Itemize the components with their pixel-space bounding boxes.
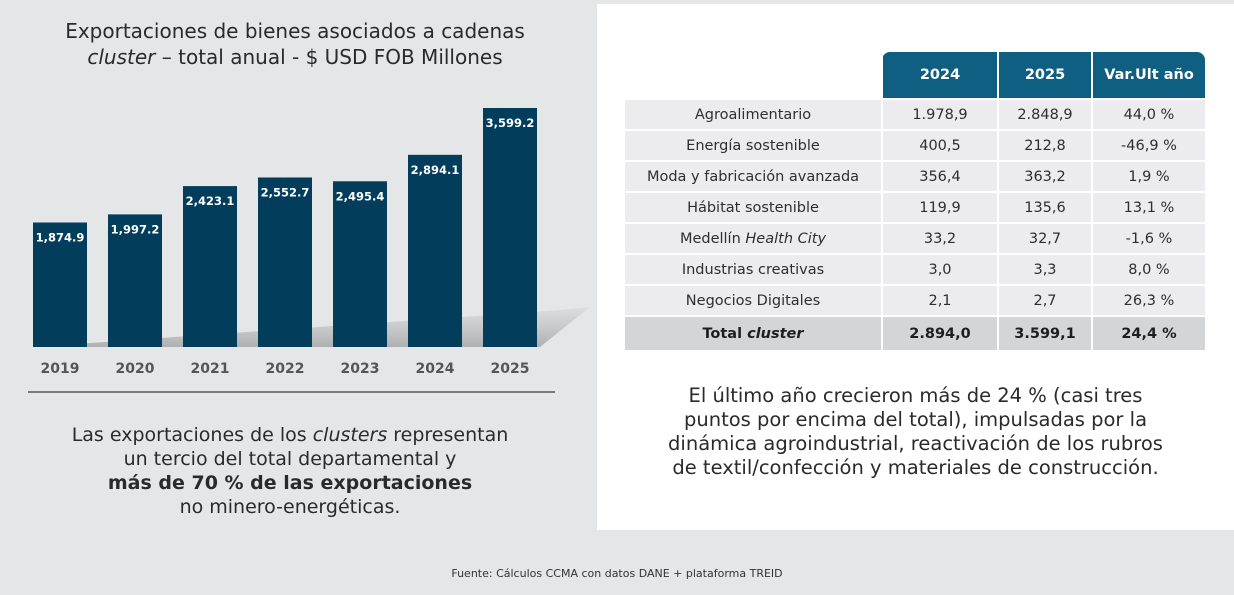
- bar-2024: [408, 154, 462, 347]
- cell-2024: 356,4: [881, 160, 998, 192]
- cell-2025: 135,6: [997, 191, 1092, 223]
- left-note-bold: más de 70 % de las exportaciones: [107, 472, 473, 494]
- bar-2022: [258, 177, 312, 347]
- chart-title-line1: Exportaciones de bienes asociados a cade…: [65, 19, 525, 43]
- header-blank: [625, 52, 882, 99]
- table-row: Negocios Digitales 2,1 2,7 26,3 %: [625, 284, 1205, 316]
- cell-2024: 2,1: [881, 284, 998, 316]
- chart-title-rest: – total anual - $ USD FOB Millones: [155, 45, 503, 69]
- cell-2025: 32,7: [997, 222, 1092, 254]
- right-note-line1: El último año crecieron más de 24 % (cas…: [688, 384, 1143, 407]
- axis-rule: [28, 391, 555, 393]
- left-note: Las exportaciones de los clusters repres…: [20, 423, 560, 519]
- cell-2025: 3,3: [997, 253, 1092, 285]
- bar-value-label: 1,997.2: [111, 222, 160, 236]
- cell-2024: 400,5: [881, 129, 998, 161]
- bar-value-label: 2,894.1: [411, 163, 460, 177]
- row-label: Negocios Digitales: [625, 284, 882, 316]
- cell-2024: 3,0: [881, 253, 998, 285]
- bar-value-label: 2,552.7: [261, 185, 310, 199]
- cluster-table: 2024 2025 Var.Ult año Agroalimentario 1.9…: [625, 52, 1205, 350]
- cell-var: -1,6 %: [1091, 222, 1205, 254]
- row-label: Agroalimentario: [625, 98, 882, 130]
- total-label-text: Total: [702, 325, 748, 342]
- row-label: Hábitat sostenible: [625, 191, 882, 223]
- left-note-line3: más de 70 % de las exportaciones: [20, 471, 560, 495]
- x-tick-label: 2019: [41, 361, 80, 377]
- row-label: Medellín Health City: [625, 222, 882, 254]
- table-row: Moda y fabricación avanzada 356,4 363,2 1,9…: [625, 160, 1205, 192]
- row-label: Energía sostenible: [625, 129, 882, 161]
- x-tick-label: 2024: [416, 361, 455, 377]
- left-note-italic: clusters: [312, 424, 388, 446]
- cell-2024: 33,2: [881, 222, 998, 254]
- bar-value-label: 3,599.2: [486, 116, 535, 130]
- cell-var: 44,0 %: [1091, 98, 1205, 130]
- table-row: Industrias creativas 3,0 3,3 8,0 %: [625, 253, 1205, 285]
- right-note: El último año crecieron más de 24 % (cas…: [597, 384, 1234, 480]
- cell-var: -46,9 %: [1091, 129, 1205, 161]
- table-header-row: 2024 2025 Var.Ult año: [625, 52, 1205, 99]
- left-note-text: Las exportaciones de los: [71, 424, 313, 446]
- right-note-line2: puntos por encima del total), impulsadas…: [683, 408, 1148, 431]
- row-label-text: Medellín: [679, 230, 746, 247]
- total-2024: 2.894,0: [881, 315, 998, 350]
- bar-2023: [333, 181, 387, 347]
- table-row: Energía sostenible 400,5 212,8 -46,9 %: [625, 129, 1205, 161]
- bar-value-label: 2,423.1: [186, 194, 235, 208]
- total-label: Total cluster: [625, 315, 882, 350]
- row-label: Moda y fabricación avanzada: [625, 160, 882, 192]
- left-note-line1: Las exportaciones de los clusters repres…: [20, 423, 560, 447]
- x-tick-label: 2022: [266, 361, 305, 377]
- bar-2019: [33, 222, 87, 347]
- header-var: Var.Ult año: [1091, 52, 1205, 99]
- cell-2025: 212,8: [997, 129, 1092, 161]
- total-label-italic: cluster: [747, 325, 804, 342]
- source-note: Fuente: Cálculos CCMA con datos DANE + p…: [451, 567, 783, 580]
- left-note-line2: un tercio del total departamental y: [123, 448, 457, 470]
- chart-title-line2: cluster – total anual - $ USD FOB Millon…: [20, 44, 570, 70]
- table-panel: 2024 2025 Var.Ult año Agroalimentario 1.9…: [597, 4, 1234, 530]
- left-note-line4: no minero-energéticas.: [179, 496, 401, 518]
- bar-2021: [183, 186, 237, 347]
- total-2025: 3.599,1: [997, 315, 1092, 350]
- cell-var: 1,9 %: [1091, 160, 1205, 192]
- chart-title: Exportaciones de bienes asociados a cade…: [20, 18, 570, 70]
- cell-2024: 1.978,9: [881, 98, 998, 130]
- x-tick-label: 2025: [491, 361, 530, 377]
- right-note-line4: de textil/confección y materiales de con…: [672, 456, 1159, 479]
- total-var: 24,4 %: [1091, 315, 1205, 350]
- header-2025: 2025: [997, 52, 1092, 99]
- table-row: Hábitat sostenible 119,9 135,6 13,1 %: [625, 191, 1205, 223]
- chart-title-italic: cluster: [87, 45, 156, 69]
- table-row: Medellín Health City 33,2 32,7 -1,6 %: [625, 222, 1205, 254]
- row-label: Industrias creativas: [625, 253, 882, 285]
- cell-var: 13,1 %: [1091, 191, 1205, 223]
- x-tick-label: 2020: [116, 361, 155, 377]
- row-label-italic: Health City: [745, 230, 827, 247]
- bar-value-label: 1,874.9: [36, 230, 85, 244]
- right-note-line3: dinámica agroindustrial, reactivación de…: [668, 432, 1163, 455]
- cell-2025: 2,7: [997, 284, 1092, 316]
- cell-var: 26,3 %: [1091, 284, 1205, 316]
- bar-2025: [483, 108, 537, 347]
- header-2024: 2024: [881, 52, 998, 99]
- left-note-text: representan: [387, 424, 509, 446]
- cell-var: 8,0 %: [1091, 253, 1205, 285]
- table-row: Agroalimentario 1.978,9 2.848,9 44,0 %: [625, 98, 1205, 130]
- cell-2025: 363,2: [997, 160, 1092, 192]
- x-tick-label: 2021: [191, 361, 230, 377]
- table-total-row: Total cluster 2.894,0 3.599,1 24,4 %: [625, 315, 1205, 350]
- bar-value-label: 2,495.4: [336, 189, 385, 203]
- bar-2020: [108, 214, 162, 347]
- cell-2024: 119,9: [881, 191, 998, 223]
- x-tick-label: 2023: [341, 361, 380, 377]
- cell-2025: 2.848,9: [997, 98, 1092, 130]
- bar-chart: 1,874.9 1,997.2 2,423.1 2,552.7 2,495.4 2,894…: [33, 108, 590, 377]
